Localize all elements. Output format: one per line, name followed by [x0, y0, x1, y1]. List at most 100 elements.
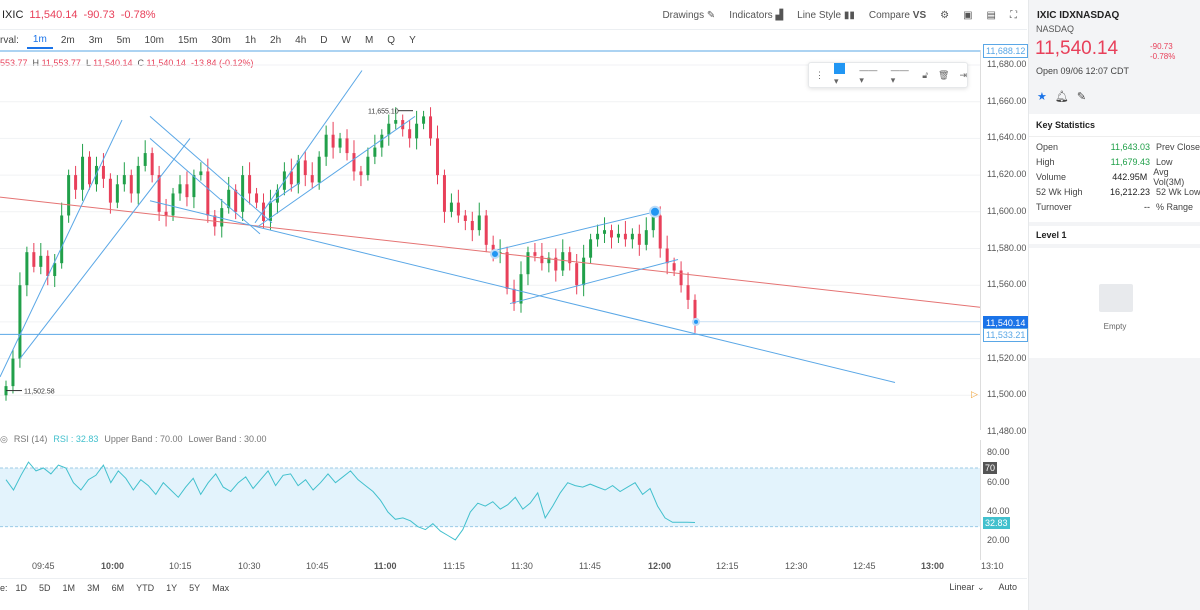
fullscreen-icon[interactable]: ⛶	[1010, 9, 1017, 21]
line-style-button[interactable]: Line Style ▮▮	[797, 10, 855, 21]
indicators-button[interactable]: Indicators ▟	[729, 10, 783, 21]
trendline[interactable]	[494, 211, 656, 251]
interval-1m[interactable]: 1m	[26, 32, 53, 49]
range-3m[interactable]: 3M	[87, 582, 100, 593]
stat-label-2: 52 Wk Low	[1156, 186, 1200, 197]
interval-m[interactable]: M	[364, 34, 374, 46]
candle-body	[255, 193, 259, 203]
trash-icon[interactable]: 🗑︎	[938, 69, 950, 80]
drag-handle-icon[interactable]: ⋮	[815, 69, 824, 80]
trendline[interactable]	[509, 259, 679, 305]
trendline[interactable]	[254, 70, 363, 224]
line-width-picker[interactable]: —— ▾	[890, 64, 909, 85]
candle-body	[359, 171, 363, 176]
stat-label-2: Prev Close	[1156, 141, 1200, 152]
interval-1h[interactable]: 1h	[244, 34, 257, 46]
lock-icon[interactable]: 🔓︎	[922, 69, 929, 80]
compare-button[interactable]: Compare VS	[869, 10, 926, 21]
trendline[interactable]	[149, 116, 273, 224]
change-pct: -0.78%	[120, 8, 156, 21]
auto-scale-button[interactable]: Auto	[998, 582, 1017, 592]
candle-body	[630, 233, 634, 240]
settings-icon[interactable]: ⚙	[940, 9, 950, 21]
candle-body	[616, 233, 620, 238]
star-icon[interactable]: ★	[1037, 91, 1047, 103]
interval-d[interactable]: D	[320, 34, 328, 46]
bell-icon[interactable]: 🔔︎	[1054, 91, 1069, 103]
range-1y[interactable]: 1Y	[166, 582, 178, 593]
interval-30m[interactable]: 30m	[211, 34, 231, 46]
drawings-button[interactable]: Drawings ✎	[662, 10, 715, 21]
alert-marker-icon[interactable]: ▷	[971, 389, 978, 400]
price-tick: 11,680.00	[987, 59, 1027, 69]
panel-title: IXIC IDXNASDAQ	[1037, 10, 1120, 21]
candle-body	[185, 184, 189, 198]
candle-body	[157, 175, 161, 212]
visibility-icon[interactable]: ◎	[0, 434, 8, 444]
trendline[interactable]	[257, 115, 416, 227]
interval-15m[interactable]: 15m	[177, 34, 198, 46]
candle-body	[526, 252, 530, 275]
exit-icon[interactable]: ⇥	[959, 69, 968, 80]
candle-body	[108, 178, 112, 203]
candle-body	[491, 244, 495, 253]
scale-select[interactable]: Linear ⌄	[949, 582, 985, 592]
candle-body	[408, 129, 412, 139]
trendline[interactable]	[19, 138, 191, 359]
interval-10m[interactable]: 10m	[144, 34, 164, 46]
time-tick: 12:00	[648, 561, 672, 571]
candle-body	[129, 175, 133, 194]
anchor-point[interactable]	[649, 205, 661, 218]
line-price-label: 11,533.21	[983, 328, 1029, 343]
candle-body	[596, 233, 600, 240]
rsi-chart[interactable]	[0, 446, 980, 556]
candle-body	[575, 263, 579, 286]
stat-label: Turnover	[1036, 201, 1072, 212]
trendline[interactable]	[149, 138, 261, 235]
range-max[interactable]: Max	[212, 582, 230, 593]
range-ytd[interactable]: YTD	[136, 582, 155, 593]
candle-body	[477, 215, 481, 231]
candle-body	[582, 257, 586, 286]
camera-icon[interactable]: ▣	[963, 9, 973, 21]
anchor-point[interactable]	[490, 249, 500, 260]
interval-y[interactable]: Y	[409, 34, 416, 46]
range-1m[interactable]: 1M	[62, 582, 76, 593]
interval-2h[interactable]: 2h	[270, 34, 282, 46]
interval-w[interactable]: W	[341, 34, 351, 46]
candle-body	[519, 274, 523, 304]
range-6m[interactable]: 6M	[111, 582, 125, 593]
interval-2m[interactable]: 2m	[60, 34, 75, 46]
ohlc-low-key: L	[85, 58, 91, 68]
interval-5m[interactable]: 5m	[116, 34, 131, 46]
price-axis[interactable]: 11,680.00 11,660.00 11,640.00 11,620.00 11,6…	[971, 44, 1029, 436]
layout-icon[interactable]: ▤	[986, 9, 996, 21]
time-axis[interactable]: 09:45 10:00 10:15 10:30 10:45 11:00 11:15 11:30…	[0, 558, 1004, 574]
candle-body	[679, 270, 683, 286]
stat-value: 11,679.43	[1110, 156, 1150, 167]
range-5y[interactable]: 5Y	[189, 582, 201, 593]
edit-icon[interactable]: ✎	[1076, 91, 1087, 103]
candle-body	[74, 175, 78, 190]
time-tick: 11:30	[511, 561, 533, 571]
interval-q[interactable]: Q	[387, 34, 396, 46]
trendline[interactable]	[267, 182, 301, 205]
range-1d[interactable]: 1D	[15, 582, 28, 593]
trendline[interactable]	[0, 119, 123, 378]
anchor-point[interactable]	[692, 317, 700, 326]
trendline[interactable]	[149, 200, 896, 383]
range-5d[interactable]: 5D	[39, 582, 51, 593]
interval-4h[interactable]: 4h	[295, 34, 307, 46]
red-trendline[interactable]	[0, 196, 980, 308]
line-style-picker[interactable]: —— ▾	[859, 64, 878, 85]
candle-body	[192, 175, 196, 198]
low-label: 11,502.58	[24, 389, 55, 396]
color-picker[interactable]: ▾	[834, 63, 849, 87]
candle-body	[143, 153, 147, 166]
price-chart[interactable]: 11,655.10 11,502.58	[0, 50, 980, 430]
candle-body	[554, 257, 558, 271]
interval-3m[interactable]: 3m	[88, 34, 103, 46]
candle-body	[67, 175, 71, 216]
candle-body	[199, 171, 203, 176]
interval-bar: rval: 1m 2m 3m 5m 10m 15m 30m 1h 2h 4h D W M Q Y	[0, 30, 1027, 50]
